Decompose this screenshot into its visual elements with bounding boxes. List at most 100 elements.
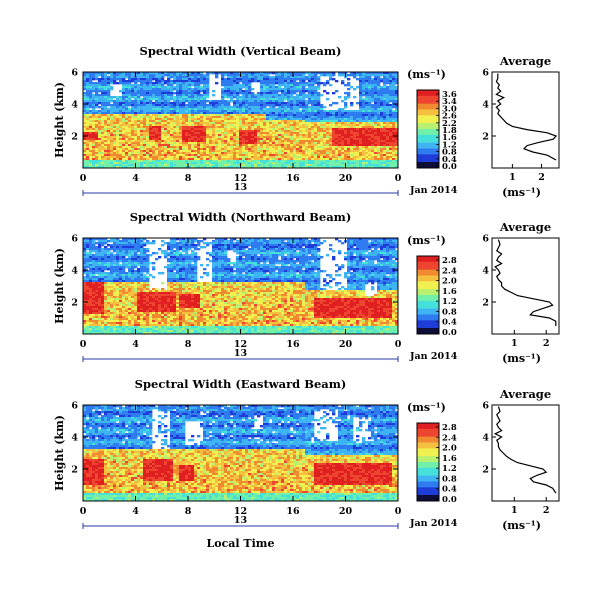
heatmap-cell bbox=[167, 104, 171, 107]
heatmap-cell bbox=[365, 96, 369, 99]
heatmap-cell bbox=[200, 142, 204, 145]
heatmap-cell bbox=[290, 72, 294, 75]
heatmap-cell bbox=[119, 134, 123, 137]
heatmap-cell bbox=[308, 148, 312, 151]
heatmap-cell bbox=[239, 102, 243, 105]
heatmap-cell bbox=[86, 240, 90, 243]
heatmap-cell bbox=[185, 138, 189, 141]
heatmap-cell bbox=[221, 88, 225, 91]
heatmap-cell bbox=[143, 72, 147, 75]
heatmap-cell bbox=[386, 96, 390, 99]
heatmap-cell bbox=[233, 74, 237, 77]
heatmap-cell bbox=[194, 92, 198, 95]
heatmap-cell bbox=[131, 132, 135, 135]
heatmap-cell bbox=[344, 142, 348, 145]
heatmap-cell bbox=[269, 140, 273, 143]
heatmap-cell bbox=[152, 116, 156, 119]
heatmap-cell bbox=[176, 138, 180, 141]
heatmap-cell bbox=[341, 120, 345, 123]
heatmap-cell bbox=[293, 122, 297, 125]
heatmap-cell bbox=[107, 156, 111, 159]
heatmap-cell bbox=[353, 154, 357, 157]
heatmap-cell bbox=[227, 164, 231, 167]
heatmap-cell bbox=[314, 130, 318, 133]
heatmap-cell bbox=[185, 96, 189, 99]
heatmap-cell bbox=[284, 88, 288, 91]
heatmap-cell bbox=[83, 306, 87, 309]
heatmap-cell bbox=[269, 84, 273, 87]
heatmap-cell bbox=[209, 138, 213, 141]
heatmap-cell bbox=[347, 140, 351, 143]
heatmap-cell bbox=[224, 118, 228, 121]
heatmap-cell bbox=[392, 116, 396, 119]
heatmap-cell bbox=[353, 156, 357, 159]
heatmap-cell bbox=[314, 104, 318, 107]
heatmap-cell bbox=[296, 112, 300, 115]
heatmap-cell bbox=[365, 120, 369, 123]
heatmap-cell bbox=[206, 114, 210, 117]
heatmap-cell bbox=[380, 108, 384, 111]
heatmap-cell bbox=[137, 126, 141, 129]
heatmap-cell bbox=[113, 102, 117, 105]
heatmap-cell bbox=[191, 160, 195, 163]
heatmap-cell bbox=[170, 154, 174, 157]
heatmap-cell bbox=[332, 112, 336, 115]
heatmap-cell bbox=[131, 146, 135, 149]
heatmap-cell bbox=[317, 158, 321, 161]
heatmap-cell bbox=[314, 122, 318, 125]
heatmap-cell bbox=[140, 82, 144, 85]
heatmap-cell bbox=[179, 126, 183, 129]
heatmap-cell bbox=[380, 150, 384, 153]
heatmap-cell bbox=[98, 140, 102, 143]
heatmap-cell bbox=[323, 114, 327, 117]
heatmap-cell bbox=[293, 124, 297, 127]
heatmap-cell bbox=[104, 88, 108, 91]
heatmap-cell bbox=[392, 94, 396, 97]
heatmap-cell bbox=[203, 116, 207, 119]
heatmap-cell bbox=[278, 102, 282, 105]
heatmap-cell bbox=[251, 116, 255, 119]
heatmap-cell bbox=[164, 132, 168, 135]
heatmap-cell bbox=[377, 72, 381, 75]
heatmap-cell bbox=[326, 110, 330, 113]
heatmap-cell bbox=[281, 154, 285, 157]
heatmap-cell bbox=[302, 102, 306, 105]
heatmap-cell bbox=[305, 162, 309, 165]
heatmap-cell bbox=[125, 116, 129, 119]
heatmap-cell bbox=[302, 164, 306, 167]
heatmap-cell bbox=[323, 120, 327, 123]
heatmap-cell bbox=[113, 164, 117, 167]
heatmap-cell bbox=[293, 166, 297, 169]
heatmap-cell bbox=[176, 142, 180, 145]
heatmap-cell bbox=[383, 150, 387, 153]
heatmap-cell bbox=[353, 152, 357, 155]
heatmap-cell bbox=[362, 134, 366, 137]
heatmap-cell bbox=[134, 112, 138, 115]
heatmap-cell bbox=[371, 122, 375, 125]
heatmap-cell bbox=[86, 258, 90, 261]
heatmap-cell bbox=[242, 146, 246, 149]
heatmap-cell bbox=[164, 82, 168, 85]
heatmap-cell bbox=[326, 138, 330, 141]
heatmap-cell bbox=[362, 138, 366, 141]
heatmap-cell bbox=[155, 124, 159, 127]
heatmap-cell bbox=[350, 148, 354, 151]
heatmap-cell bbox=[128, 104, 132, 107]
heatmap-cell bbox=[200, 130, 204, 133]
heatmap-cell bbox=[143, 142, 147, 145]
heatmap-cell bbox=[155, 146, 159, 149]
heatmap-cell bbox=[362, 88, 366, 91]
heatmap-cell bbox=[164, 130, 168, 133]
heatmap-cell bbox=[173, 106, 177, 109]
heatmap-cell bbox=[314, 80, 318, 83]
heatmap-cell bbox=[176, 144, 180, 147]
heatmap-cell bbox=[83, 310, 87, 313]
heatmap-cell bbox=[326, 98, 330, 101]
heatmap-cell bbox=[125, 126, 129, 129]
heatmap-cell bbox=[254, 124, 258, 127]
heatmap-cell bbox=[293, 142, 297, 145]
heatmap-cell bbox=[86, 94, 90, 97]
heatmap-cell bbox=[155, 128, 159, 131]
heatmap-cell bbox=[200, 86, 204, 89]
heatmap-cell bbox=[83, 152, 87, 155]
